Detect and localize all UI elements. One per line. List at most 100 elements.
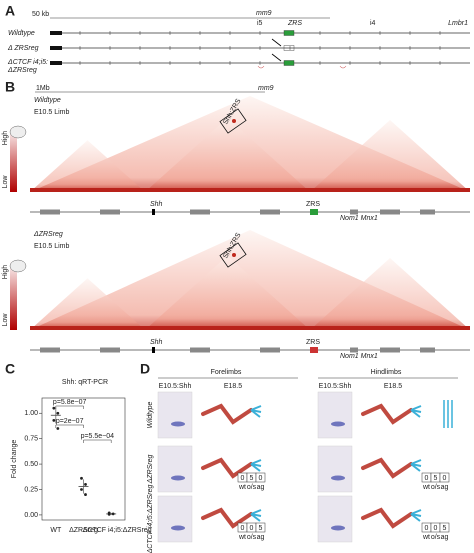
- embryo-image: [157, 391, 193, 439]
- count: 0: [425, 525, 429, 532]
- scale-label: 50 kb: [32, 11, 49, 18]
- point: [52, 418, 56, 422]
- count: 0: [443, 475, 447, 482]
- bracket: [55, 424, 84, 428]
- skeleton-cart: [410, 405, 422, 418]
- tad: [145, 255, 310, 330]
- hotspot: [232, 253, 236, 257]
- skeleton-cart: [250, 459, 262, 472]
- point: [80, 488, 83, 491]
- gene: [420, 347, 435, 353]
- interaction-box: [219, 108, 247, 134]
- embryo-image: [317, 391, 353, 439]
- assembly: mm9: [258, 85, 274, 92]
- gene-label: Shh: [150, 201, 163, 208]
- embryo-image: [157, 445, 193, 493]
- y-tick-label: 0.25: [24, 486, 38, 493]
- count: 0: [259, 475, 263, 482]
- gene: [100, 209, 120, 215]
- x-tick-label: ΔZRSreg: [69, 527, 98, 534]
- scale-label: 1Mb: [36, 85, 50, 92]
- p-value: p=2e−07: [56, 418, 84, 425]
- hotspot: [232, 119, 236, 123]
- count-label: wt: [238, 484, 246, 491]
- color-bar: [10, 260, 17, 330]
- feature: ZRS: [287, 20, 302, 27]
- shh-stain: [331, 525, 345, 531]
- gene: [260, 347, 280, 353]
- exon: [50, 61, 62, 65]
- count: 5: [250, 475, 254, 482]
- zrs: [310, 347, 318, 353]
- count: 0: [434, 525, 438, 532]
- y-tick-label: 1.00: [24, 410, 38, 417]
- tad: [310, 258, 470, 330]
- y-axis-label: Fold change: [11, 440, 18, 479]
- tad: [30, 140, 145, 192]
- count: 5: [259, 525, 263, 532]
- gene: [100, 347, 120, 353]
- point: [52, 406, 56, 410]
- row-label: Wildtype: [147, 402, 154, 429]
- point: [84, 483, 87, 486]
- zrs: [283, 60, 295, 66]
- baseline-signal: [30, 326, 470, 330]
- column-header: E18.5: [224, 383, 242, 390]
- gene: [350, 347, 358, 353]
- zrs: [283, 30, 295, 36]
- count: 0: [241, 525, 245, 532]
- panel-label: B: [5, 79, 15, 95]
- count-label: ag: [441, 534, 449, 541]
- shh-stain: [171, 475, 185, 481]
- count: 5: [443, 525, 447, 532]
- zrs: [283, 45, 295, 51]
- track-label: ΔCTCF i4;i5:: [7, 59, 48, 66]
- count-box: [439, 472, 450, 483]
- arrow: [271, 38, 282, 47]
- count-label: o/s: [247, 534, 257, 541]
- chart-title: Shh: qRT-PCR: [62, 379, 108, 386]
- skeleton: [361, 457, 413, 479]
- skeleton-cart: [250, 509, 262, 522]
- plot-frame: [41, 397, 126, 521]
- skeleton-cart: [410, 459, 422, 472]
- skeleton: [201, 457, 253, 479]
- shh-stain: [331, 421, 345, 427]
- scale-high: High: [2, 265, 9, 280]
- x-tick-label: ΔCTCF i4;i5:ΔZRSreg: [83, 527, 152, 534]
- gene: [190, 209, 210, 215]
- count-label: o/s: [431, 534, 441, 541]
- zrs: [310, 209, 318, 215]
- gene-label: ZRS: [306, 339, 320, 346]
- scale-low: Low: [2, 175, 9, 189]
- feature: i4: [370, 20, 376, 27]
- tad: [145, 117, 310, 192]
- tad: [30, 278, 145, 330]
- track-label: ΔZRSreg: [7, 67, 37, 74]
- embryo-image: [317, 445, 353, 493]
- baseline-signal: [30, 188, 470, 192]
- panel-label: C: [5, 361, 15, 377]
- embryo-image: [157, 495, 193, 543]
- column-header: E18.5: [384, 383, 402, 390]
- skeleton: [361, 403, 413, 425]
- point: [84, 493, 87, 496]
- row-label: ΔCTCF i4;i5:ΔZRSreg: [147, 485, 154, 553]
- point: [80, 476, 83, 480]
- panel-label: A: [5, 3, 15, 19]
- point: [111, 512, 115, 516]
- count: 5: [434, 475, 438, 482]
- group-title: Forelimbs: [211, 369, 242, 376]
- skeleton: [361, 507, 413, 529]
- shh: [152, 209, 155, 215]
- point: [56, 411, 60, 415]
- point: [107, 513, 111, 516]
- count: 0: [250, 525, 254, 532]
- shh-stain: [331, 475, 345, 481]
- gene-label: Nom1 Mnx1: [340, 215, 378, 222]
- stage: E10.5 Limb: [34, 243, 70, 250]
- scale-high: High: [2, 131, 9, 146]
- stage: E10.5 Limb: [34, 109, 70, 116]
- embryo-icon: [9, 125, 27, 139]
